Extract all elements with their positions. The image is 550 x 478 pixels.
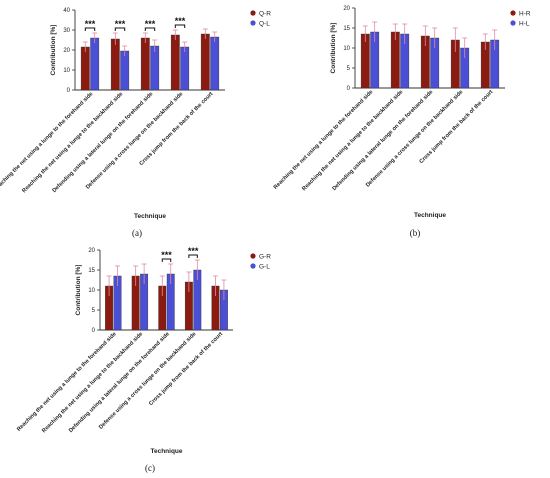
legend-label: Q-R xyxy=(259,10,271,17)
y-tick-label: 40 xyxy=(63,8,70,14)
y-tick-label: 20 xyxy=(343,6,350,12)
category-label: Defense using a cross lunge on the backh… xyxy=(98,331,197,430)
category-label: Reaching the net using a lunge to the ba… xyxy=(41,331,144,434)
chart-panel-1: 0 5 10 15 20 Contribution [%] Reaching the net… xyxy=(273,6,531,238)
category-label: Defending using a lateral lunge on the f… xyxy=(331,89,434,192)
bar-Q-L xyxy=(150,45,160,91)
panel-label: (b) xyxy=(410,228,421,238)
y-tick-label: 0 xyxy=(92,328,96,334)
category-label: Reaching the net using a lunge to the ba… xyxy=(301,89,404,192)
significance-bracket xyxy=(84,27,96,31)
y-tick-label: 0 xyxy=(67,88,71,94)
y-axis-title: Contribution [%] xyxy=(50,25,57,76)
bar-Q-R xyxy=(200,33,210,91)
y-tick-label: 10 xyxy=(343,46,350,52)
legend-label: Q-L xyxy=(259,20,270,27)
significance-bracket xyxy=(174,24,186,28)
legend-label: G-R xyxy=(259,253,271,260)
chart-panel-0: 0 10 20 30 40 Contribution [%] *** *** *** *** Rea… xyxy=(0,8,271,238)
significance-bracket xyxy=(144,27,156,31)
significance-label: *** xyxy=(115,19,126,29)
bar-Q-R xyxy=(110,38,120,91)
significance-label: *** xyxy=(85,19,96,29)
y-tick-label: 5 xyxy=(92,308,96,314)
y-tick-label: 20 xyxy=(88,248,95,254)
category-label: Reaching the net using a lunge to the fo… xyxy=(0,91,94,193)
x-axis-title: Technique xyxy=(134,213,166,220)
y-tick-label: 30 xyxy=(63,28,70,34)
category-label: Reaching the net using a lunge to the ba… xyxy=(21,91,124,194)
y-axis-title: Contribution [%] xyxy=(330,23,337,74)
legend-marker-G-R xyxy=(250,253,256,259)
y-tick-label: 15 xyxy=(343,26,350,32)
significance-bracket xyxy=(161,258,172,262)
category-label: Defending using a lateral lunge on the f… xyxy=(68,331,171,434)
y-tick-label: 0 xyxy=(347,86,351,92)
significance-label: *** xyxy=(161,250,172,260)
chart-panel-2: 0 5 10 15 20 Contribution [%] *** *** Reaching t… xyxy=(16,246,271,473)
panel-label: (c) xyxy=(145,463,155,473)
y-axis-title: Contribution [%] xyxy=(75,265,82,316)
y-tick-label: 15 xyxy=(88,268,95,274)
bar-Q-L xyxy=(210,36,220,91)
y-tick-label: 10 xyxy=(63,68,70,74)
significance-label: *** xyxy=(145,19,156,29)
bar-Q-L xyxy=(180,46,190,91)
legend-label: H-R xyxy=(519,10,531,17)
legend-marker-H-L xyxy=(510,20,516,26)
legend-marker-Q-L xyxy=(250,20,256,26)
y-tick-label: 10 xyxy=(88,288,95,294)
bar-H-R xyxy=(360,33,370,89)
significance-label: *** xyxy=(188,246,199,256)
legend-label: G-L xyxy=(259,263,270,270)
bar-Q-R xyxy=(170,34,180,91)
y-tick-label: 20 xyxy=(63,48,70,54)
x-axis-title: Technique xyxy=(414,212,446,219)
significance-label: *** xyxy=(175,16,186,26)
bar-Q-R xyxy=(140,37,150,91)
category-label: Defending using a lateral lunge on the f… xyxy=(51,91,154,194)
legend-label: H-L xyxy=(519,20,530,27)
legend-marker-H-R xyxy=(510,10,516,16)
bar-Q-L xyxy=(90,37,100,91)
bar-Q-R xyxy=(80,46,90,91)
legend-marker-G-L xyxy=(250,263,256,269)
panel-label: (a) xyxy=(132,228,142,238)
bar-Q-L xyxy=(120,50,130,91)
x-axis-title: Technique xyxy=(150,448,182,455)
legend-marker-Q-R xyxy=(250,10,256,16)
category-label: Reaching the net using a lunge to the fo… xyxy=(273,89,375,191)
y-tick-label: 5 xyxy=(347,66,351,72)
category-label: Reaching the net using a lunge to the fo… xyxy=(16,331,118,433)
significance-bracket xyxy=(114,27,126,31)
significance-bracket xyxy=(188,254,198,258)
bar-H-R xyxy=(390,31,400,89)
